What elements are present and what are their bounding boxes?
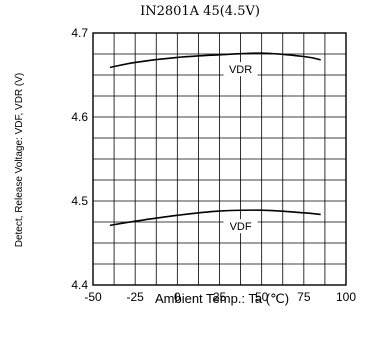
x-tick-labels: -50 -25 0 25 50 75 100: [84, 290, 356, 304]
y-tick-labels: 4.4 4.5 4.6 4.7: [71, 26, 88, 292]
series-lines: [109, 52, 321, 227]
series-line-vdf: [109, 209, 321, 227]
y-tick-label: 4.4: [71, 278, 88, 292]
y-tick-label: 4.6: [71, 110, 88, 124]
series-label-bg: [223, 219, 258, 234]
plot-frame: [92, 32, 347, 286]
chart-title: IN2801A 45(4.5V): [140, 4, 260, 19]
series-label-bg: [223, 62, 258, 77]
x-tick-label: 75: [297, 290, 311, 304]
x-tick-label: 25: [213, 290, 227, 304]
series-labels: VDR VDF: [223, 62, 258, 234]
x-tick-label: 50: [255, 290, 269, 304]
y-tick-label: 4.7: [71, 26, 88, 40]
y-axis-label: Detect, Release Voltage: VDF, VDR (V): [14, 73, 25, 248]
series-label-vdr: VDR: [229, 64, 252, 76]
x-tick-label: -50: [84, 290, 102, 304]
series-label-vdf: VDF: [230, 221, 252, 233]
x-tick-label: 100: [336, 290, 356, 304]
series-line-vdr: [109, 52, 321, 69]
x-tick-label: -25: [126, 290, 144, 304]
y-tick-label: 4.5: [71, 194, 88, 208]
grid: [93, 33, 346, 285]
x-axis-label: Ambient Temp.: Ta (℃): [155, 291, 289, 306]
x-tick-label: 0: [174, 290, 181, 304]
